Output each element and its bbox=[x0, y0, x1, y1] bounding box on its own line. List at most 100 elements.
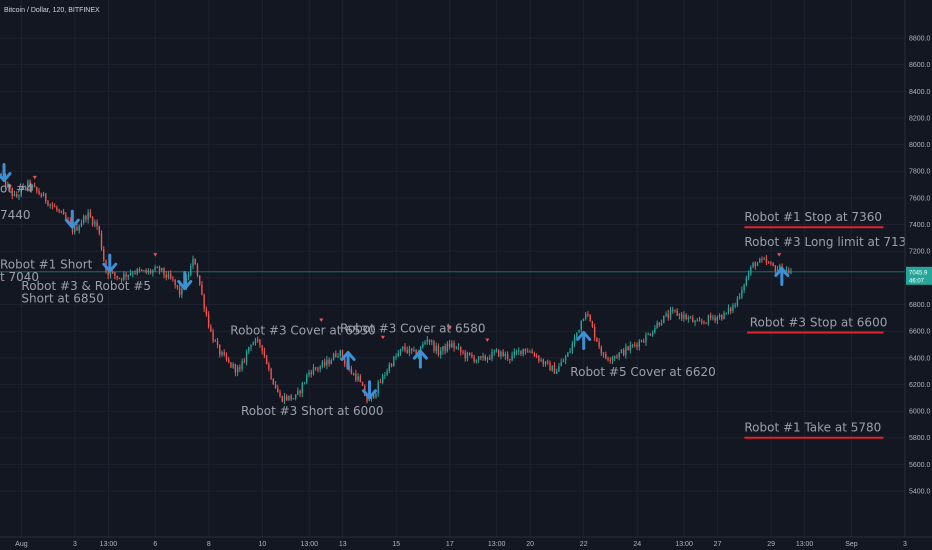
y-tick-label: 7800.0 bbox=[909, 169, 931, 176]
candle-body bbox=[716, 317, 719, 321]
candle-body bbox=[109, 271, 112, 276]
candle-body bbox=[125, 273, 127, 277]
candle-body bbox=[605, 353, 607, 359]
x-tick-label: 29 bbox=[767, 541, 775, 548]
x-tick-label: 13:00 bbox=[300, 541, 318, 548]
candle-body bbox=[504, 353, 507, 356]
candle-body bbox=[477, 356, 480, 361]
x-tick-label: 3 bbox=[903, 541, 907, 548]
candle-body bbox=[96, 222, 98, 227]
candle-body bbox=[486, 358, 489, 360]
candle-body bbox=[513, 351, 516, 355]
candle-body bbox=[698, 320, 701, 322]
candle-body bbox=[250, 344, 252, 347]
candle-body bbox=[448, 343, 451, 348]
candle-body bbox=[236, 367, 239, 373]
signal-marker bbox=[153, 253, 158, 257]
candle-body bbox=[263, 350, 266, 356]
candle-body bbox=[337, 355, 339, 358]
candle-body bbox=[265, 355, 268, 365]
candle-body bbox=[431, 341, 433, 343]
candle-body bbox=[678, 314, 681, 316]
candle-body bbox=[723, 312, 725, 320]
candle-body bbox=[42, 193, 45, 197]
candle-body bbox=[384, 375, 386, 377]
candle-body bbox=[745, 277, 748, 286]
candle-body bbox=[40, 194, 42, 197]
candle-body bbox=[785, 270, 788, 272]
candle-body bbox=[627, 346, 629, 351]
candle-body bbox=[56, 207, 58, 210]
candle-body bbox=[292, 398, 295, 400]
candle-body bbox=[172, 278, 174, 280]
candle-body bbox=[738, 296, 741, 299]
candle-body bbox=[535, 355, 538, 357]
candle-body bbox=[473, 356, 475, 362]
y-tick-label: 5800.0 bbox=[909, 435, 931, 442]
candle-body bbox=[357, 376, 359, 381]
candle-body bbox=[765, 258, 768, 263]
candle-body bbox=[194, 258, 196, 265]
candle-body bbox=[761, 258, 763, 260]
candle-body bbox=[221, 352, 223, 355]
candle-body bbox=[210, 326, 212, 332]
chart-title: Bitcoin / Dollar, 120, BITFINEX bbox=[4, 7, 100, 14]
candle-body bbox=[196, 264, 199, 276]
candle-body bbox=[230, 362, 232, 368]
candle-body bbox=[685, 314, 687, 319]
candle-body bbox=[241, 361, 243, 369]
candle-body bbox=[29, 181, 31, 189]
candle-body bbox=[163, 268, 165, 275]
candle-body bbox=[132, 273, 134, 275]
candle-body bbox=[524, 348, 527, 352]
candle-body bbox=[100, 233, 103, 250]
candle-body bbox=[484, 355, 486, 360]
candle-body bbox=[587, 314, 589, 316]
candle-body bbox=[158, 267, 161, 271]
candle-body bbox=[107, 272, 109, 276]
candle-body bbox=[74, 227, 76, 232]
candle-body bbox=[451, 343, 453, 348]
candle-body bbox=[397, 353, 399, 357]
candle-body bbox=[178, 287, 181, 295]
candle-body bbox=[560, 362, 562, 367]
candle-body bbox=[145, 270, 147, 273]
candle-body bbox=[522, 348, 524, 355]
candle-body bbox=[31, 185, 34, 189]
candle-body bbox=[24, 186, 27, 189]
candle-body bbox=[547, 361, 549, 363]
candle-body bbox=[20, 188, 22, 196]
candle-body bbox=[582, 318, 585, 322]
candle-body bbox=[444, 346, 446, 352]
candle-body bbox=[243, 361, 246, 363]
candle-body bbox=[457, 346, 460, 348]
candle-body bbox=[290, 395, 292, 400]
candle-body bbox=[410, 348, 413, 351]
candle-body bbox=[435, 346, 437, 351]
candle-body bbox=[85, 216, 87, 220]
annotations: Robot #3 Long limit at 7130 Robot #1 Shor… bbox=[0, 175, 914, 418]
candle-body bbox=[140, 270, 143, 272]
annotation-label: Robot #5 Cover at 6620 bbox=[570, 365, 716, 379]
candle-body bbox=[326, 359, 328, 366]
candle-body bbox=[790, 271, 792, 274]
candle-body bbox=[667, 313, 669, 318]
time-axis[interactable] bbox=[0, 537, 932, 550]
candle-body bbox=[614, 356, 616, 359]
candle-body bbox=[13, 194, 16, 197]
candle-body bbox=[58, 209, 60, 212]
candle-body bbox=[323, 362, 326, 366]
candle-body bbox=[696, 320, 698, 322]
price-badge bbox=[906, 274, 932, 285]
candle-body bbox=[607, 358, 609, 360]
candle-body bbox=[53, 206, 56, 208]
candle-body bbox=[116, 275, 118, 278]
candle-body bbox=[216, 341, 219, 345]
candle-body bbox=[756, 262, 759, 267]
candle-body bbox=[404, 346, 406, 351]
candle-body bbox=[663, 315, 665, 324]
signal-marker bbox=[485, 338, 490, 342]
annotation-label: t 7040 bbox=[0, 270, 39, 284]
price-badge bbox=[906, 266, 932, 277]
